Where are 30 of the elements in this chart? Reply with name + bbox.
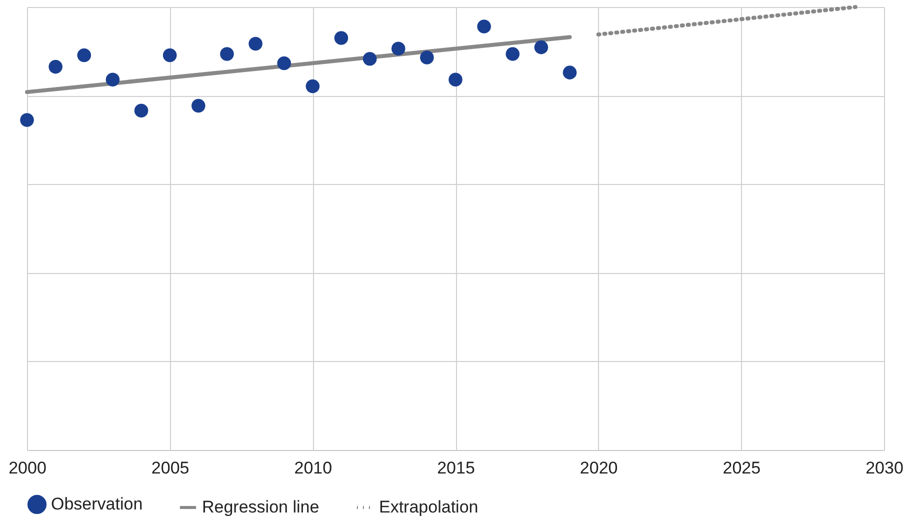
point <box>48 60 62 74</box>
point <box>220 47 234 61</box>
point <box>506 47 520 61</box>
point <box>162 48 177 62</box>
point <box>534 40 548 54</box>
point <box>362 52 377 66</box>
point <box>562 66 577 80</box>
point <box>391 42 406 56</box>
x-tick-label: 2025 <box>722 458 761 478</box>
x-tick-label: 2015 <box>437 458 475 478</box>
point <box>477 20 491 34</box>
legend-label: Extrapolation <box>379 498 478 516</box>
point <box>77 48 92 62</box>
x-tick-label: 2020 <box>580 458 618 478</box>
point <box>420 50 434 64</box>
point <box>277 56 291 70</box>
point <box>106 72 120 87</box>
point <box>306 79 320 94</box>
point <box>248 36 262 51</box>
x-tick-label: 2000 <box>8 458 46 478</box>
point <box>192 98 206 113</box>
x-tick-label: 2010 <box>294 458 332 478</box>
x-tick-label: 2030 <box>866 458 904 478</box>
legend-label: Observation <box>51 494 143 514</box>
point <box>448 72 462 87</box>
point <box>334 31 348 45</box>
x-tick-label: 2005 <box>151 458 190 478</box>
point <box>134 104 148 118</box>
legend-label: Regression line <box>202 498 320 516</box>
point <box>20 113 34 127</box>
